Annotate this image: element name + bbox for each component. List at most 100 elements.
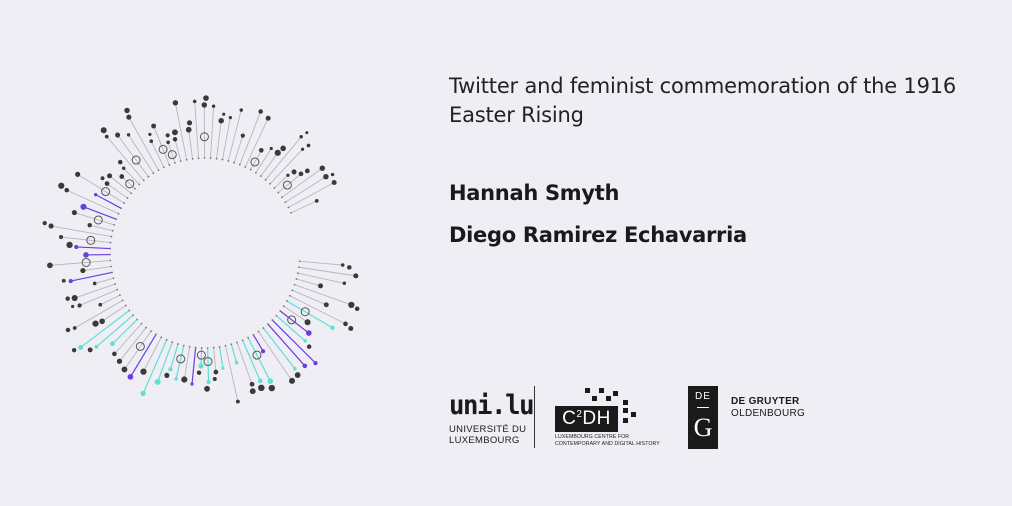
network-base-dot	[221, 158, 224, 161]
network-node	[104, 181, 110, 186]
network-base-dot	[290, 211, 292, 214]
network-base-dot	[203, 157, 206, 159]
network-node	[354, 306, 360, 312]
network-base-dot	[257, 330, 260, 333]
network-base-dot	[115, 218, 118, 221]
network-base-dot	[287, 206, 290, 209]
network-stem	[50, 225, 112, 238]
network-base-dot	[136, 318, 139, 321]
network-node	[64, 187, 70, 193]
network-node	[58, 182, 65, 189]
network-base-dot	[252, 333, 255, 336]
network-node	[174, 377, 178, 381]
network-base-dot	[188, 345, 191, 348]
c2dh-pixel-square	[585, 388, 590, 393]
network-base-dot	[138, 183, 141, 186]
network-stem	[119, 327, 147, 362]
c2dh-caption-line1: LUXEMBOURG CENTRE FOR	[555, 434, 630, 440]
network-base-dot	[174, 161, 176, 164]
network-base-dot	[215, 157, 218, 160]
network-base-dot	[244, 166, 247, 168]
network-base-dot	[264, 178, 267, 181]
network-node	[201, 102, 207, 108]
network-node	[211, 104, 216, 108]
network-base-dot	[165, 339, 168, 341]
network-node	[306, 344, 312, 349]
network-node	[294, 372, 301, 378]
network-stem	[191, 347, 197, 385]
network-node	[331, 179, 337, 186]
network-base-dot	[273, 187, 276, 189]
network-node	[185, 126, 192, 133]
network-base-dot	[254, 171, 257, 174]
network-stem	[210, 106, 215, 159]
network-node	[293, 366, 297, 371]
network-stem	[207, 347, 210, 382]
network-node	[313, 360, 318, 366]
c2dh-pixel-square	[613, 391, 618, 396]
network-node	[305, 330, 312, 336]
network-node	[66, 241, 73, 249]
network-stem	[76, 246, 111, 250]
network-stem	[124, 330, 152, 370]
network-node	[80, 203, 87, 210]
network-ring-node	[135, 341, 145, 351]
network-base-dot	[282, 305, 285, 308]
network-node	[151, 123, 157, 129]
network-node	[302, 363, 308, 369]
network-stem	[294, 284, 352, 306]
network-stem	[222, 117, 231, 160]
network-stem	[236, 342, 253, 385]
c2dh-caption-line2: CONTEMPORARY AND DIGITAL HISTORY	[555, 441, 660, 447]
network-base-dot	[126, 197, 129, 199]
network-ring-node	[282, 180, 292, 190]
network-node	[204, 385, 210, 392]
network-base-dot	[109, 241, 112, 244]
network-stem	[299, 260, 343, 266]
network-stem	[74, 283, 116, 299]
network-node	[348, 301, 355, 308]
network-node	[140, 368, 147, 375]
network-node	[212, 376, 217, 381]
network-stem	[227, 109, 242, 162]
network-node	[206, 379, 211, 384]
network-node	[300, 147, 305, 151]
network-base-dot	[110, 235, 113, 238]
network-node	[154, 378, 161, 385]
network-node	[87, 222, 92, 228]
network-node	[304, 319, 311, 326]
network-stem	[79, 289, 118, 306]
radial-network-visualization	[42, 95, 360, 404]
network-base-dot	[130, 192, 133, 195]
network-base-dot	[123, 202, 126, 204]
c2dh-pixel-square	[623, 418, 628, 423]
network-node	[347, 265, 352, 270]
network-base-dot	[288, 294, 291, 297]
network-node	[77, 303, 82, 308]
network-ring-node	[81, 257, 91, 267]
network-base-dot	[298, 266, 300, 269]
network-base-dot	[179, 160, 182, 163]
network-node	[71, 295, 78, 302]
network-node	[58, 235, 64, 240]
network-node	[126, 114, 132, 120]
network-stem	[296, 278, 321, 287]
network-node	[265, 115, 271, 121]
network-stem	[49, 260, 111, 266]
network-node	[168, 367, 173, 372]
network-node	[100, 176, 105, 181]
network-stem	[70, 271, 113, 282]
network-node	[61, 278, 66, 283]
network-stem	[106, 136, 145, 181]
network-stem	[174, 139, 182, 162]
network-base-dot	[191, 157, 194, 160]
network-stem	[281, 167, 323, 198]
network-node	[71, 209, 77, 216]
dg-mark-de: DE	[695, 391, 711, 402]
network-base-dot	[124, 304, 127, 307]
dg-line2: OLDENBOURG	[731, 408, 806, 419]
network-node	[318, 283, 324, 289]
unilu-name-line1: UNIVERSITÉ DU	[449, 424, 527, 435]
network-node	[260, 349, 266, 354]
network-node	[127, 374, 134, 380]
